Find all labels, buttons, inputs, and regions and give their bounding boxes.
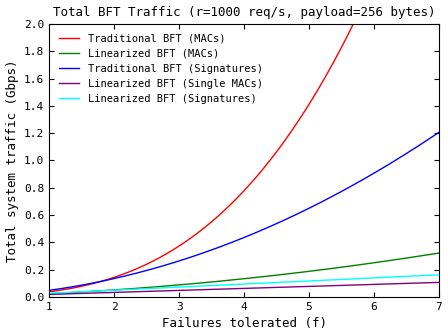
Line: Traditional BFT (MACs): Traditional BFT (MACs) [49, 0, 439, 292]
Linearized BFT (Single MACs) [436, 280, 442, 284]
Traditional BFT (Signatures) [47, 288, 52, 292]
Linearized BFT (MACs) [258, 275, 263, 279]
Legend: Traditional BFT (MACs), Linearized BFT (MACs), Traditional BFT (Signatures), Lin: Traditional BFT (MACs), Linearized BFT (… [54, 29, 267, 108]
Traditional BFT (Signatures) [279, 219, 284, 223]
Linearized BFT (Single MACs) [258, 286, 263, 290]
Linearized BFT (MACs) [47, 292, 52, 296]
Traditional BFT (MACs) [232, 199, 237, 203]
Traditional BFT (MACs) [234, 196, 239, 200]
Traditional BFT (Signatures) [427, 136, 432, 140]
Linearized BFT (Single MACs) [427, 281, 432, 285]
Linearized BFT (Single MACs) [234, 287, 239, 291]
Title: Total BFT Traffic (r=1000 req/s, payload=256 bytes): Total BFT Traffic (r=1000 req/s, payload… [53, 6, 435, 18]
Traditional BFT (MACs) [258, 170, 263, 174]
Linearized BFT (MACs) [366, 261, 371, 265]
Linearized BFT (Signatures) [366, 276, 371, 280]
Linearized BFT (MACs) [427, 252, 432, 256]
Traditional BFT (Signatures) [232, 239, 237, 243]
Linearized BFT (Single MACs) [279, 285, 284, 289]
Linearized BFT (MACs) [436, 251, 442, 255]
Traditional BFT (MACs) [47, 290, 52, 294]
Linearized BFT (Signatures) [279, 280, 284, 284]
Linearized BFT (Single MACs) [366, 283, 371, 287]
Linearized BFT (Signatures) [258, 281, 263, 285]
Traditional BFT (Signatures) [234, 239, 239, 243]
Linearized BFT (Signatures) [232, 283, 237, 287]
Linearized BFT (Signatures) [427, 273, 432, 277]
Linearized BFT (Signatures) [47, 291, 52, 295]
Line: Linearized BFT (Single MACs): Linearized BFT (Single MACs) [49, 282, 439, 294]
Line: Linearized BFT (MACs): Linearized BFT (MACs) [49, 253, 439, 294]
Traditional BFT (Signatures) [366, 174, 371, 178]
Linearized BFT (Signatures) [234, 282, 239, 286]
Line: Linearized BFT (Signatures): Linearized BFT (Signatures) [49, 275, 439, 293]
Traditional BFT (Signatures) [258, 229, 263, 233]
Linearized BFT (Single MACs) [232, 287, 237, 291]
Linearized BFT (Single MACs) [47, 292, 52, 296]
Y-axis label: Total system traffic (Gbps): Total system traffic (Gbps) [5, 59, 18, 262]
X-axis label: Failures tolerated (f): Failures tolerated (f) [162, 318, 327, 330]
Line: Traditional BFT (Signatures): Traditional BFT (Signatures) [49, 132, 439, 290]
Linearized BFT (MACs) [234, 278, 239, 282]
Linearized BFT (MACs) [279, 272, 284, 277]
Linearized BFT (MACs) [232, 278, 237, 282]
Linearized BFT (Signatures) [436, 273, 442, 277]
Traditional BFT (MACs) [279, 143, 284, 148]
Traditional BFT (Signatures) [436, 130, 442, 134]
